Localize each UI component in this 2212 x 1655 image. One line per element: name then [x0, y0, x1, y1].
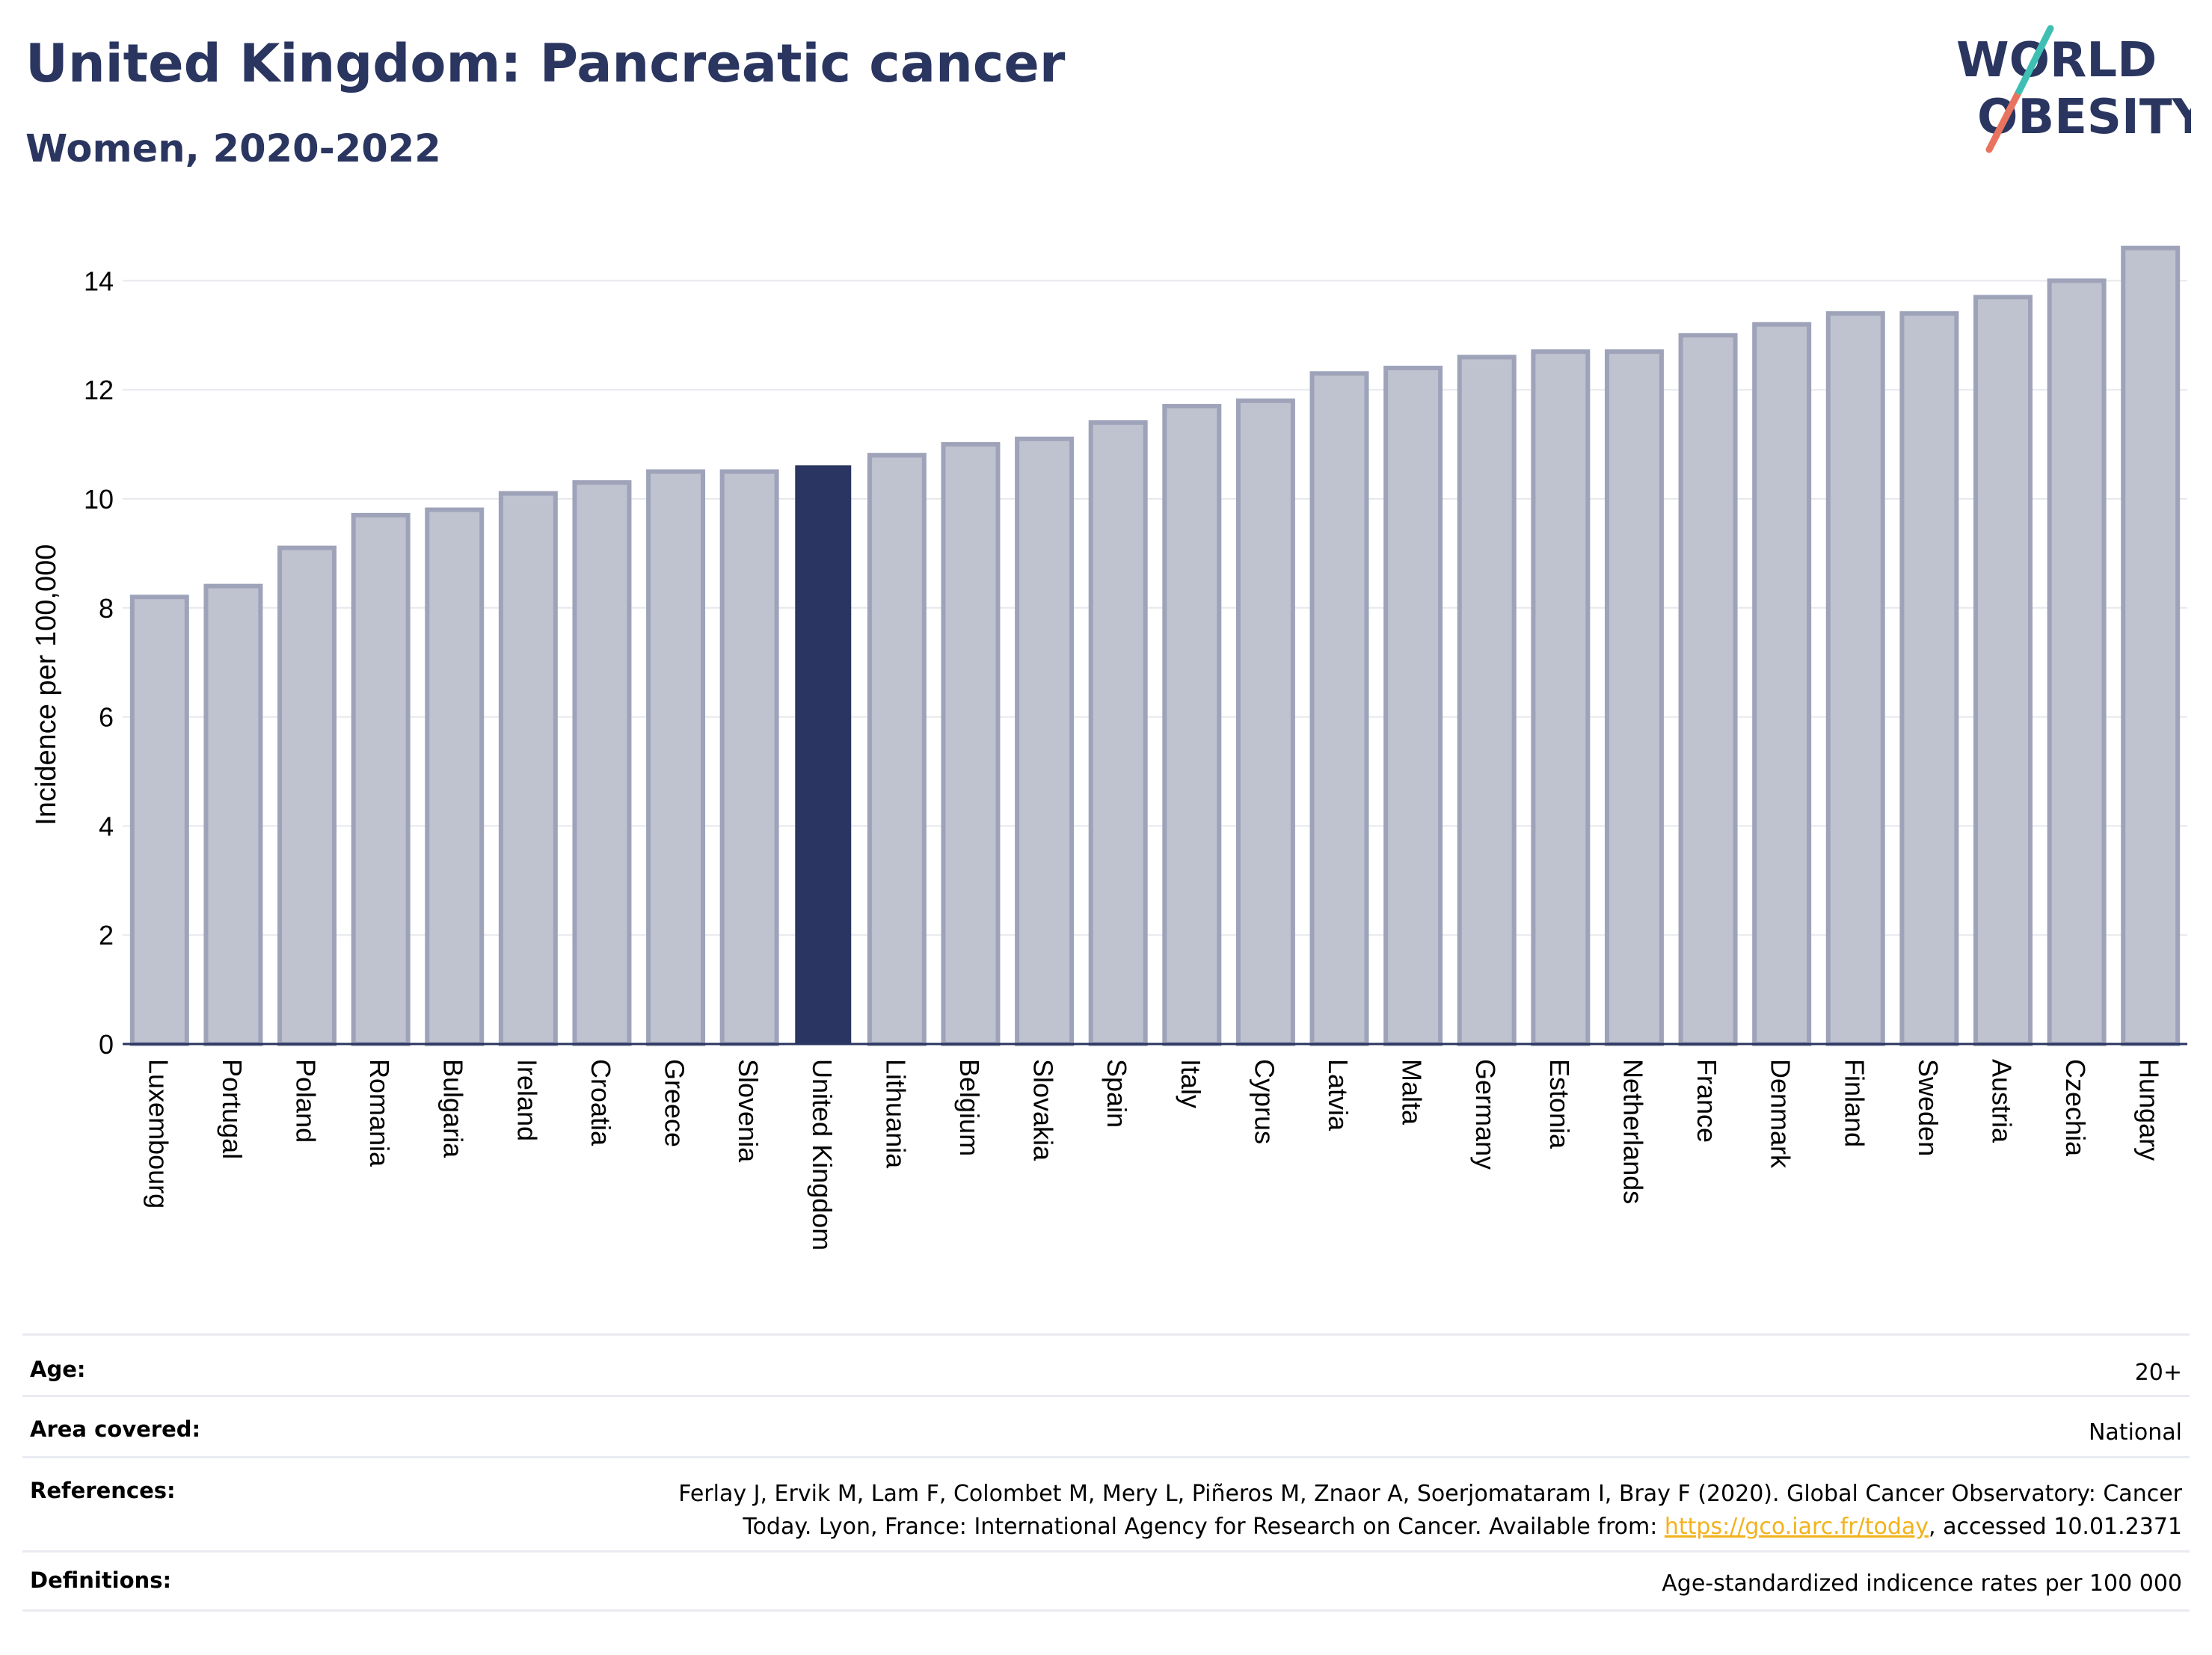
x-tick-label: Slovenia [733, 1059, 764, 1163]
y-tick-label: 14 [84, 265, 114, 296]
info-row-age: Age: 20+ [22, 1333, 2190, 1395]
bar-france [1678, 333, 1738, 1046]
age-label: Age: [30, 1357, 86, 1382]
y-tick-label: 6 [99, 702, 114, 733]
y-tick-label: 12 [84, 375, 114, 405]
references-value: Ferlay J, Ervik M, Lam F, Colombet M, Me… [678, 1478, 2182, 1544]
y-axis-label: Incidence per 100,000 [31, 544, 62, 826]
x-tick-label: Czechia [2060, 1059, 2091, 1157]
x-tick-label: Croatia [586, 1059, 616, 1146]
chart-title: United Kingdom: Pancreatic cancer [25, 33, 1066, 94]
x-tick-label: Cyprus [1249, 1059, 1279, 1144]
x-tick-label: Ireland [511, 1059, 542, 1141]
bars [129, 245, 2181, 1047]
bar-czechia [2047, 278, 2107, 1046]
info-row-references: References: Ferlay J, Ervik M, Lam F, Co… [22, 1456, 2190, 1550]
definitions-label: Definitions: [30, 1568, 172, 1593]
x-tick-label: Lithuania [880, 1059, 911, 1169]
references-line2-pre: Today. Lyon, France: International Agenc… [743, 1514, 1665, 1540]
bar-latvia [1309, 371, 1369, 1046]
x-tick-label: Latvia [1323, 1059, 1354, 1132]
chart-subtitle: Women, 2020-2022 [25, 127, 441, 171]
x-tick-label: Portugal [217, 1059, 248, 1159]
info-table: Age: 20+ Area covered: National Referenc… [22, 1333, 2190, 1612]
y-axis-ticks: 0 2 4 6 8 10 12 14 [84, 265, 114, 1060]
info-row-definitions: Definitions: Age-standardized indicence … [22, 1550, 2190, 1612]
x-tick-label: Spain [1102, 1059, 1132, 1128]
references-line1: Ferlay J, Ervik M, Lam F, Colombet M, Me… [678, 1481, 2182, 1507]
x-tick-label: Netherlands [1617, 1059, 1648, 1204]
references-line2-post: , accessed 10.01.2371 [1929, 1514, 2182, 1540]
bar-hungary [2121, 245, 2181, 1046]
bar-portugal [203, 583, 263, 1046]
x-axis-ticks: Luxembourg Portugal Poland Romania Bulgaria I… [143, 1059, 2164, 1250]
bar-luxembourg [129, 595, 189, 1046]
bar-slovakia [1015, 436, 1075, 1046]
x-tick-label: Luxembourg [143, 1059, 173, 1209]
bar-romania [351, 512, 411, 1046]
logo-line1: WORLD [1956, 33, 2157, 88]
x-tick-label: Malta [1397, 1059, 1428, 1126]
bar-cyprus [1235, 398, 1295, 1046]
references-label: References: [30, 1478, 176, 1503]
x-tick-label: Hungary [2134, 1059, 2165, 1161]
bar-bulgaria [425, 507, 485, 1046]
y-tick-label: 8 [99, 593, 114, 624]
bar-belgium [941, 442, 1001, 1046]
bar-spain [1088, 420, 1148, 1046]
x-tick-label: Italy [1176, 1059, 1206, 1108]
bar-estonia [1531, 349, 1591, 1047]
info-row-area: Area covered: National [22, 1395, 2190, 1456]
x-tick-label: Estonia [1544, 1059, 1575, 1149]
x-tick-label: Slovakia [1028, 1059, 1059, 1161]
bar-united-kingdom [795, 465, 852, 1045]
world-obesity-logo: WORLD OBESITY [1956, 25, 2191, 153]
bar-lithuania [867, 452, 927, 1046]
area-label: Area covered: [30, 1416, 201, 1442]
definitions-value: Age-standardized indicence rates per 100… [1662, 1570, 2182, 1597]
x-tick-label: Greece [660, 1059, 690, 1147]
bar-germany [1457, 354, 1517, 1046]
bar-netherlands [1604, 349, 1664, 1047]
x-tick-label: Germany [1470, 1059, 1501, 1170]
references-link[interactable]: https://gco.iarc.fr/today [1664, 1514, 1929, 1540]
bar-croatia [572, 480, 632, 1046]
y-tick-label: 2 [99, 920, 114, 951]
age-value: 20+ [2134, 1360, 2182, 1386]
x-tick-label: Romania [364, 1059, 395, 1167]
y-tick-label: 4 [99, 811, 114, 841]
bar-poland [277, 545, 337, 1046]
x-tick-label: Denmark [1766, 1059, 1796, 1169]
bar-finland [1825, 311, 1885, 1046]
bar-sweden [1899, 311, 1959, 1046]
x-tick-label: United Kingdom [807, 1059, 838, 1250]
bar-malta [1383, 366, 1443, 1047]
x-tick-label: Belgium [954, 1059, 985, 1156]
x-tick-label: Sweden [1913, 1059, 1944, 1156]
y-tick-label: 10 [84, 484, 114, 515]
x-tick-label: Austria [1986, 1059, 2017, 1143]
logo-slash-teal [2015, 25, 2054, 95]
y-tick-label: 0 [99, 1029, 114, 1060]
bar-chart: 0 2 4 6 8 10 12 14 Luxembourg Portugal Poland Roma… [31, 245, 2187, 1250]
bar-greece [646, 469, 706, 1046]
x-tick-label: Bulgaria [438, 1059, 469, 1158]
bar-austria [1973, 295, 2033, 1046]
x-tick-label: Finland [1839, 1059, 1870, 1147]
x-tick-label: France [1692, 1059, 1722, 1143]
logo-slash-coral [1985, 87, 2023, 153]
bar-denmark [1752, 322, 1812, 1047]
bar-italy [1162, 404, 1222, 1046]
area-value: National [2088, 1419, 2182, 1446]
bar-ireland [498, 491, 558, 1046]
bar-slovenia [719, 469, 779, 1046]
x-tick-label: Poland [291, 1059, 322, 1143]
